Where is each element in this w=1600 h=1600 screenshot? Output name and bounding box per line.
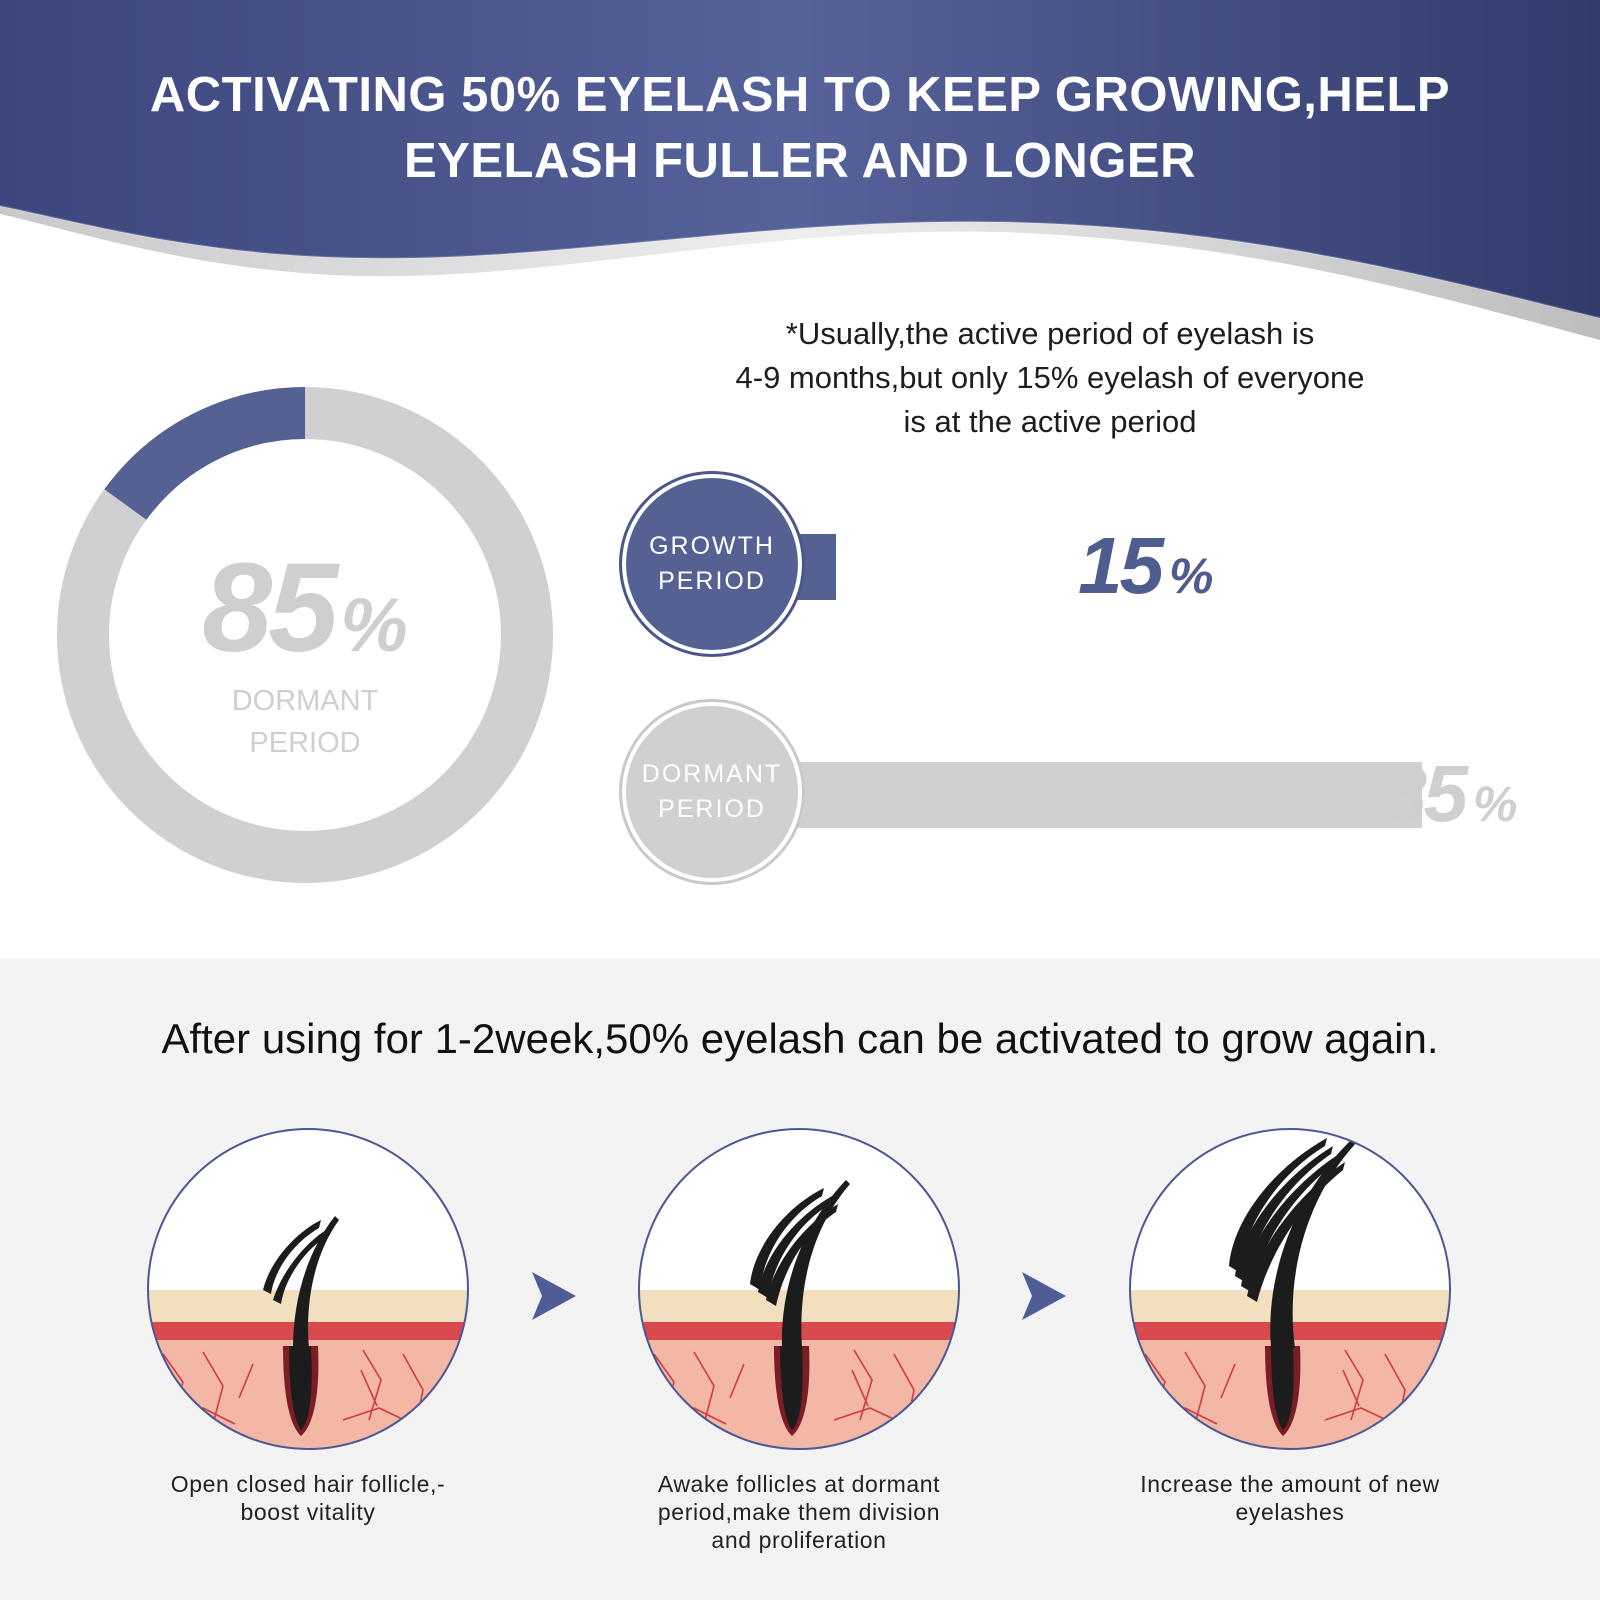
growth-label-line-2: PERIOD	[658, 567, 766, 595]
banner-wave-background	[0, 0, 1600, 340]
growth-unit: %	[1168, 548, 1214, 604]
note-line-3: is at the active period	[903, 404, 1197, 439]
step-2: Awake follicles at dormant period,make t…	[619, 1124, 979, 1553]
follicle-1-hair-illustration	[147, 1128, 469, 1450]
growth-bar-track	[710, 534, 1422, 600]
growth-period-bar: GROWTH PERIOD 15%	[622, 474, 1582, 658]
step-2-caption-line-3: and proliferation	[711, 1527, 887, 1553]
growth-label-line-1: GROWTH	[649, 532, 775, 560]
step-3-caption-line-1: Increase the amount of new	[1140, 1471, 1440, 1497]
note-line-1: *Usually,the active period of eyelash is	[785, 316, 1315, 351]
donut-label: DORMANT PERIOD	[55, 680, 555, 764]
dormant-period-badge: DORMANT PERIOD	[622, 702, 802, 882]
follicle-3-hairs-illustration	[638, 1128, 960, 1450]
dormant-unit: %	[1472, 776, 1518, 832]
dormant-label-line-1: DORMANT	[641, 760, 783, 788]
donut-value: 85	[202, 537, 338, 678]
page-title-line-2: EYELASH FULLER AND LONGER	[404, 134, 1196, 188]
step-arrow-icon	[532, 1272, 576, 1320]
donut-label-line-1: DORMANT	[231, 685, 379, 717]
donut-label-line-2: PERIOD	[249, 727, 361, 759]
activation-heading: After using for 1-2week,50% eyelash can …	[161, 1015, 1439, 1062]
step-1: Open closed hair follicle,- boost vitali…	[128, 1124, 488, 1525]
follicle-5-hairs-illustration	[1129, 1128, 1451, 1450]
step-3: Increase the amount of new eyelashes	[1110, 1124, 1470, 1525]
growth-period-badge: GROWTH PERIOD	[622, 474, 802, 654]
donut-growth-arc	[104, 387, 306, 521]
header-banner: ACTIVATING 50% EYELASH TO KEEP GROWING,H…	[0, 0, 1600, 340]
step-arrow-icon	[1022, 1272, 1066, 1320]
dormant-label-line-2: PERIOD	[658, 795, 766, 823]
dormant-percentage: 85%	[1382, 748, 1517, 840]
dormant-donut-chart: 85% DORMANT PERIOD	[55, 385, 555, 885]
growth-period-label: GROWTH PERIOD	[649, 529, 775, 599]
note-line-2: 4-9 months,but only 15% eyelash of every…	[735, 360, 1365, 395]
page-title-line-1: ACTIVATING 50% EYELASH TO KEEP GROWING,H…	[149, 68, 1451, 122]
donut-percentage: 85%	[55, 535, 555, 680]
dormant-bar-fill	[710, 762, 1422, 828]
growth-percentage: 15%	[1078, 520, 1213, 612]
step-2-caption-line-2: period,make them division	[657, 1499, 941, 1525]
dormant-value: 85	[1382, 749, 1468, 838]
step-2-caption-line-1: Awake follicles at dormant	[657, 1471, 941, 1497]
dormant-period-bar: DORMANT PERIOD 85%	[622, 702, 1582, 886]
donut-unit: %	[340, 583, 408, 668]
dormant-bar-track	[710, 762, 1422, 828]
step-3-caption-line-2: eyelashes	[1235, 1499, 1345, 1525]
step-3-caption: Increase the amount of new eyelashes	[1110, 1470, 1470, 1526]
step-2-caption: Awake follicles at dormant period,make t…	[619, 1470, 979, 1554]
donut-ring	[57, 387, 553, 883]
activation-section: After using for 1-2week,50% eyelash can …	[0, 958, 1600, 1600]
step-1-caption: Open closed hair follicle,- boost vitali…	[128, 1470, 488, 1526]
growth-value: 15	[1078, 521, 1164, 610]
step-1-caption-line-2: boost vitality	[240, 1499, 376, 1525]
page-title: ACTIVATING 50% EYELASH TO KEEP GROWING,H…	[60, 62, 1540, 194]
step-1-caption-line-1: Open closed hair follicle,-	[170, 1471, 446, 1497]
dormant-period-label: DORMANT PERIOD	[642, 757, 782, 827]
active-period-note: *Usually,the active period of eyelash is…	[680, 312, 1420, 444]
